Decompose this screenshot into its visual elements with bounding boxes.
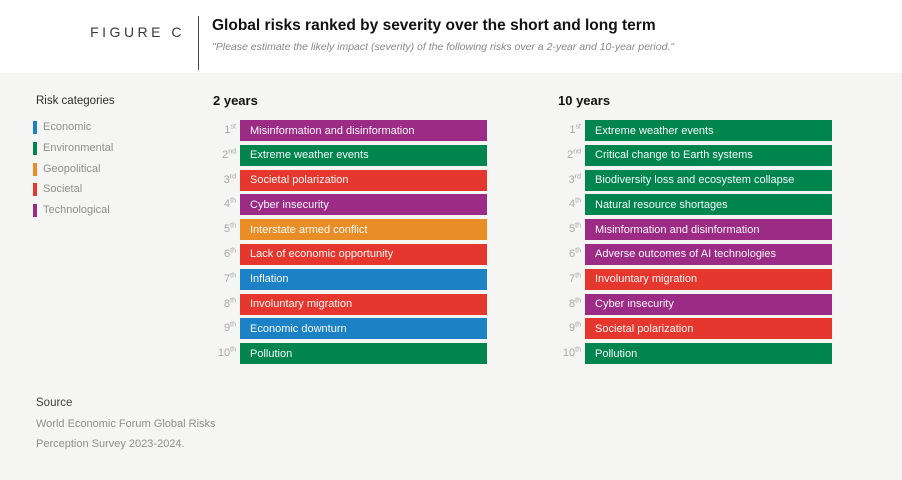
column-title-10-years: 10 years bbox=[558, 93, 611, 108]
rank-row: 5th Misinformation and disinformation bbox=[558, 219, 832, 241]
rank-label: 9th bbox=[224, 321, 236, 335]
rank-row: 5th Interstate armed conflict bbox=[213, 219, 487, 241]
rank-label: 7th bbox=[569, 272, 581, 285]
column-title-2-years: 2 years bbox=[213, 93, 258, 108]
risk-bar-misinformation-and-disinformation: Misinformation and disinformation bbox=[585, 219, 832, 241]
rank-row: 2nd Extreme weather events bbox=[213, 144, 487, 166]
source-note: Source World Economic Forum Global Risks… bbox=[36, 396, 216, 454]
economic-color-swatch bbox=[33, 121, 37, 134]
figure-subtitle: "Please estimate the likely impact (seve… bbox=[212, 41, 675, 53]
risk-bar-cyber-insecurity: Cyber insecurity bbox=[585, 293, 832, 315]
risk-bar-critical-change-to-earth-systems: Critical change to Earth systems bbox=[585, 144, 832, 166]
rank-label: 3rd bbox=[568, 172, 581, 186]
geopolitical-color-swatch bbox=[33, 162, 37, 176]
source-title: Source bbox=[36, 397, 73, 409]
rank-row: 10th Pollution bbox=[558, 343, 832, 365]
rank-row: 2nd Critical change to Earth systems bbox=[558, 144, 832, 166]
rank-label: 10th bbox=[217, 346, 236, 360]
rank-label: 1st bbox=[224, 123, 236, 136]
risk-bar-economic-downturn: Economic downturn bbox=[240, 318, 487, 340]
risk-bar-natural-resource-shortages: Natural resource shortages bbox=[585, 194, 832, 216]
risk-bar-pollution: Pollution bbox=[240, 343, 487, 365]
risk-bar-extreme-weather-events: Extreme weather events bbox=[585, 120, 832, 141]
risk-bar-interstate-armed-conflict: Interstate armed conflict bbox=[240, 219, 487, 241]
header-divider bbox=[198, 16, 199, 70]
rank-row: 6th Adverse outcomes of AI technologies bbox=[558, 243, 832, 265]
risk-bar-misinformation-and-disinformation: Misinformation and disinformation bbox=[240, 120, 487, 141]
rank-label: 8th bbox=[569, 296, 581, 310]
rank-label: 7th bbox=[224, 272, 236, 285]
risk-bar-cyber-insecurity: Cyber insecurity bbox=[240, 194, 487, 216]
rank-row: 8th Cyber insecurity bbox=[558, 293, 832, 315]
rank-row: 4th Natural resource shortages bbox=[558, 194, 832, 216]
legend-label: Environmental bbox=[43, 141, 114, 154]
figure-title: Global risks ranked by severity over the… bbox=[212, 17, 656, 34]
rank-row: 8th Involuntary migration bbox=[213, 293, 487, 315]
legend-title: Risk categories bbox=[36, 95, 115, 107]
environmental-color-swatch bbox=[33, 141, 37, 155]
risk-bar-adverse-outcomes-of-ai-technologies: Adverse outcomes of AI technologies bbox=[585, 243, 832, 265]
rank-row: 10th Pollution bbox=[213, 343, 487, 365]
risk-bar-societal-polarization: Societal polarization bbox=[585, 318, 832, 340]
risk-bar-biodiversity-loss-and-ecosystem-collapse: Biodiversity loss and ecosystem collapse bbox=[585, 169, 832, 191]
figure-label: FIGURE C bbox=[90, 24, 185, 40]
risk-bar-inflation: Inflation bbox=[240, 268, 487, 290]
rank-label: 6th bbox=[569, 247, 581, 260]
risk-bar-involuntary-migration: Involuntary migration bbox=[240, 293, 487, 315]
rank-row: 1st Extreme weather events bbox=[558, 120, 832, 141]
rank-row: 3rd Societal polarization bbox=[213, 169, 487, 191]
rank-label: 2nd bbox=[567, 148, 581, 161]
rank-row: 3rd Biodiversity loss and ecosystem colla… bbox=[558, 169, 832, 191]
rank-label: 5th bbox=[569, 222, 581, 236]
rank-row: 6th Lack of economic opportunity bbox=[213, 243, 487, 265]
societal-color-swatch bbox=[33, 183, 37, 197]
legend-label: Geopolitical bbox=[43, 162, 101, 175]
rank-row: 7th Involuntary migration bbox=[558, 268, 832, 290]
rank-label: 2nd bbox=[222, 148, 236, 161]
legend-item-geopolitical: Geopolitical bbox=[33, 162, 115, 176]
legend-item-technological: Technological bbox=[33, 204, 115, 218]
rank-row: 7th Inflation bbox=[213, 268, 487, 290]
rank-row: 9th Societal polarization bbox=[558, 318, 832, 340]
source-lines: World Economic Forum Global Risks Percept… bbox=[36, 414, 216, 454]
source-line: World Economic Forum Global Risks bbox=[36, 418, 216, 430]
rank-label: 8th bbox=[224, 296, 236, 310]
rank-rows-10-years: 1st Extreme weather events 2nd Critical cha… bbox=[558, 120, 832, 365]
legend-item-environmental: Environmental bbox=[33, 141, 115, 155]
rank-label: 6th bbox=[224, 247, 236, 260]
legend-item-economic: Economic bbox=[33, 121, 115, 134]
technological-color-swatch bbox=[33, 204, 37, 218]
figure-header: FIGURE C Global risks ranked by severity… bbox=[0, 0, 902, 73]
risk-bar-societal-polarization: Societal polarization bbox=[240, 169, 487, 191]
rank-row: 4th Cyber insecurity bbox=[213, 194, 487, 216]
risk-bar-lack-of-economic-opportunity: Lack of economic opportunity bbox=[240, 243, 487, 265]
source-line: Perception Survey 2023-2024. bbox=[36, 438, 185, 450]
legend-item-societal: Societal bbox=[33, 183, 115, 197]
column-10-years: 10 years 1st Extreme weather events 2nd Cri… bbox=[558, 94, 832, 368]
rank-rows-2-years: 1st Misinformation and disinformation 2nd E… bbox=[213, 120, 487, 365]
legend-label: Technological bbox=[43, 204, 110, 217]
risk-bar-pollution: Pollution bbox=[585, 343, 832, 365]
rank-label: 5th bbox=[224, 222, 236, 236]
rank-label: 3rd bbox=[223, 172, 236, 186]
rank-label: 10th bbox=[562, 346, 581, 360]
risk-bar-involuntary-migration: Involuntary migration bbox=[585, 268, 832, 290]
rank-label: 1st bbox=[569, 123, 581, 136]
rank-row: 1st Misinformation and disinformation bbox=[213, 120, 487, 141]
risk-categories-legend: Risk categories Economic Environmental Geo… bbox=[33, 94, 115, 225]
rank-label: 4th bbox=[569, 197, 581, 211]
column-2-years: 2 years 1st Misinformation and disinforma… bbox=[213, 94, 487, 368]
legend-items: Economic Environmental Geopolitical Societa… bbox=[33, 121, 115, 218]
rank-label: 9th bbox=[569, 321, 581, 335]
legend-label: Economic bbox=[43, 121, 92, 133]
legend-label: Societal bbox=[43, 183, 83, 196]
rank-row: 9th Economic downturn bbox=[213, 318, 487, 340]
rank-label: 4th bbox=[224, 197, 236, 211]
risk-bar-extreme-weather-events: Extreme weather events bbox=[240, 144, 487, 166]
